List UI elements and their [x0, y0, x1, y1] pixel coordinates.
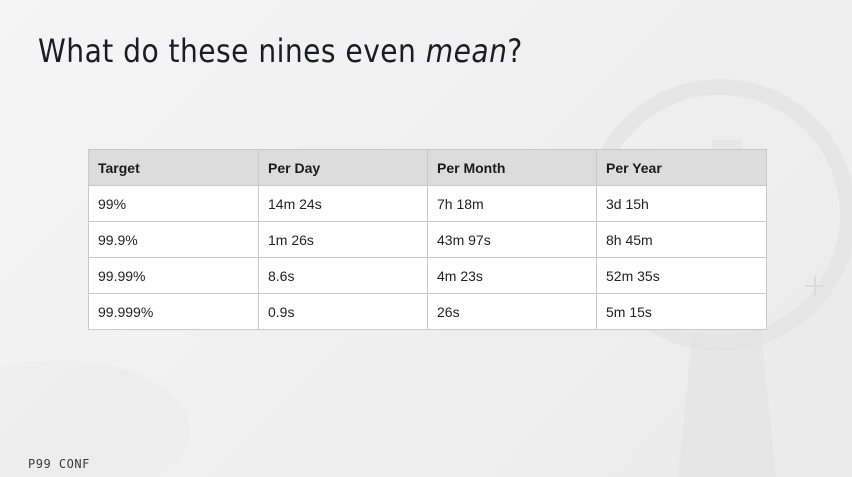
cell-per-day: 8.6s	[258, 257, 428, 294]
header-per-day: Per Day	[258, 149, 428, 186]
cell-per-year: 3d 15h	[596, 185, 767, 222]
table-header-row: Target Per Day Per Month Per Year	[88, 149, 767, 186]
slide-title: What do these nines even mean?	[38, 32, 523, 70]
header-per-year: Per Year	[596, 149, 767, 186]
title-main: What do these nines even	[38, 32, 426, 70]
header-per-month: Per Month	[427, 149, 597, 186]
cell-per-month: 43m 97s	[427, 221, 597, 258]
table-row: 99.99% 8.6s 4m 23s 52m 35s	[88, 257, 767, 294]
header-target: Target	[88, 149, 259, 186]
cell-per-day: 14m 24s	[258, 185, 428, 222]
table-row: 99% 14m 24s 7h 18m 3d 15h	[88, 185, 767, 222]
table-row: 99.999% 0.9s 26s 5m 15s	[88, 293, 767, 330]
cell-per-day: 1m 26s	[258, 221, 428, 258]
cell-per-year: 8h 45m	[596, 221, 767, 258]
cell-per-year: 52m 35s	[596, 257, 767, 294]
conference-footer-logo: P99 CONF	[28, 457, 90, 471]
cell-target: 99%	[88, 185, 259, 222]
cell-target: 99.999%	[88, 293, 259, 330]
cell-per-year: 5m 15s	[596, 293, 767, 330]
table-row: 99.9% 1m 26s 43m 97s 8h 45m	[88, 221, 767, 258]
cell-target: 99.99%	[88, 257, 259, 294]
cell-per-month: 4m 23s	[427, 257, 597, 294]
cell-target: 99.9%	[88, 221, 259, 258]
title-emphasis: mean	[425, 32, 508, 70]
title-end: ?	[507, 32, 523, 70]
cell-per-day: 0.9s	[258, 293, 428, 330]
cell-per-month: 7h 18m	[427, 185, 597, 222]
nines-table-container: Target Per Day Per Month Per Year 99% 14…	[88, 149, 767, 330]
cell-per-month: 26s	[427, 293, 597, 330]
nines-table: Target Per Day Per Month Per Year 99% 14…	[88, 149, 767, 330]
